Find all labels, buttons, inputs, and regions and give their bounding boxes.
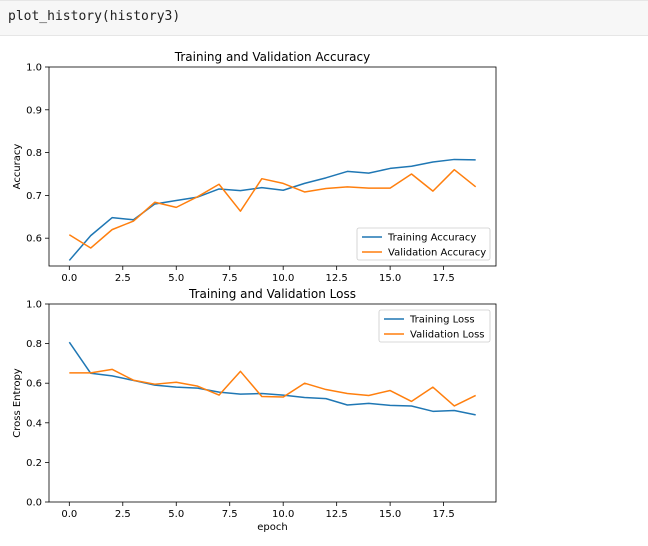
chart-2-ytick-label: 0.6 bbox=[26, 379, 42, 390]
chart-1-plot-frame bbox=[48, 66, 497, 267]
chart-1-xtick-label: 12.5 bbox=[326, 273, 348, 284]
chart-2-xtick-label: 7.5 bbox=[222, 509, 238, 520]
chart-1-legend-label-1: Training Accuracy bbox=[387, 233, 476, 244]
code-text: plot_history(history3) bbox=[8, 9, 181, 24]
chart-2-xtick-label: 5.0 bbox=[168, 509, 184, 520]
chart-1: Training and Validation Accuracy 0.0 2.5 5.… bbox=[12, 50, 497, 284]
chart-1-xtick-label: 7.5 bbox=[222, 273, 238, 284]
chart-1-xtick-label: 0.0 bbox=[61, 273, 77, 284]
chart-1-title: Training and Validation Accuracy bbox=[174, 50, 370, 64]
chart-2-xtick-label: 2.5 bbox=[115, 509, 131, 520]
code-cell[interactable]: plot_history(history3) bbox=[0, 0, 648, 36]
chart-1-ytick-label: 0.9 bbox=[26, 105, 42, 116]
chart-1-xtick-label: 10.0 bbox=[272, 273, 294, 284]
chart-1-legend-box bbox=[356, 227, 491, 261]
chart-2-legend-label-1: Training Loss bbox=[409, 315, 475, 326]
chart-2-ytick-label: 1.0 bbox=[26, 300, 42, 311]
chart-2-xtick-label: 10.0 bbox=[272, 509, 294, 520]
chart-1-legend: Training Accuracy Validation Accuracy bbox=[356, 227, 491, 261]
chart-2-title: Training and Validation Loss bbox=[188, 287, 356, 301]
chart-1-xtick-label: 5.0 bbox=[168, 273, 184, 284]
chart-1-ytick-label: 0.8 bbox=[26, 148, 42, 159]
chart-2-xtick-label: 0.0 bbox=[61, 509, 77, 520]
chart-2-xtick-label: 12.5 bbox=[326, 509, 348, 520]
chart-2-series-2-line bbox=[69, 368, 477, 407]
chart-1-legend-label-2: Validation Accuracy bbox=[388, 248, 486, 259]
chart-2-legend-box bbox=[378, 309, 491, 343]
chart-1-ytick-label: 0.6 bbox=[26, 234, 42, 245]
chart-2-legend-label-2: Validation Loss bbox=[410, 330, 485, 341]
chart-2: Training and Validation Loss 0.0 2.5 5.0 7.5… bbox=[12, 287, 497, 533]
chart-2-ytick-label: 0.0 bbox=[26, 498, 42, 509]
chart-2-ylabel: Cross Entropy bbox=[12, 368, 23, 438]
chart-1-ylabel: Accuracy bbox=[12, 144, 23, 190]
chart-2-xtick-label: 17.5 bbox=[432, 509, 454, 520]
chart-2-ytick-label: 0.8 bbox=[26, 339, 42, 350]
chart-2-plot-frame bbox=[48, 303, 497, 503]
chart-2-ytick-label: 0.4 bbox=[26, 418, 42, 429]
chart-1-xtick-label: 15.0 bbox=[379, 273, 401, 284]
chart-1-ytick-label: 1.0 bbox=[26, 63, 42, 74]
chart-2-legend: Training Loss Validation Loss bbox=[378, 309, 491, 343]
chart-2-ytick-label: 0.2 bbox=[26, 458, 42, 469]
chart-1-series-2-line bbox=[68, 168, 477, 249]
chart-2-xlabel: epoch bbox=[257, 522, 287, 533]
chart-1-xtick-label: 2.5 bbox=[115, 273, 131, 284]
chart-1-xtick-label: 17.5 bbox=[432, 273, 454, 284]
chart-1-ytick-label: 0.7 bbox=[26, 191, 42, 202]
chart-2-xtick-label: 15.0 bbox=[379, 509, 401, 520]
